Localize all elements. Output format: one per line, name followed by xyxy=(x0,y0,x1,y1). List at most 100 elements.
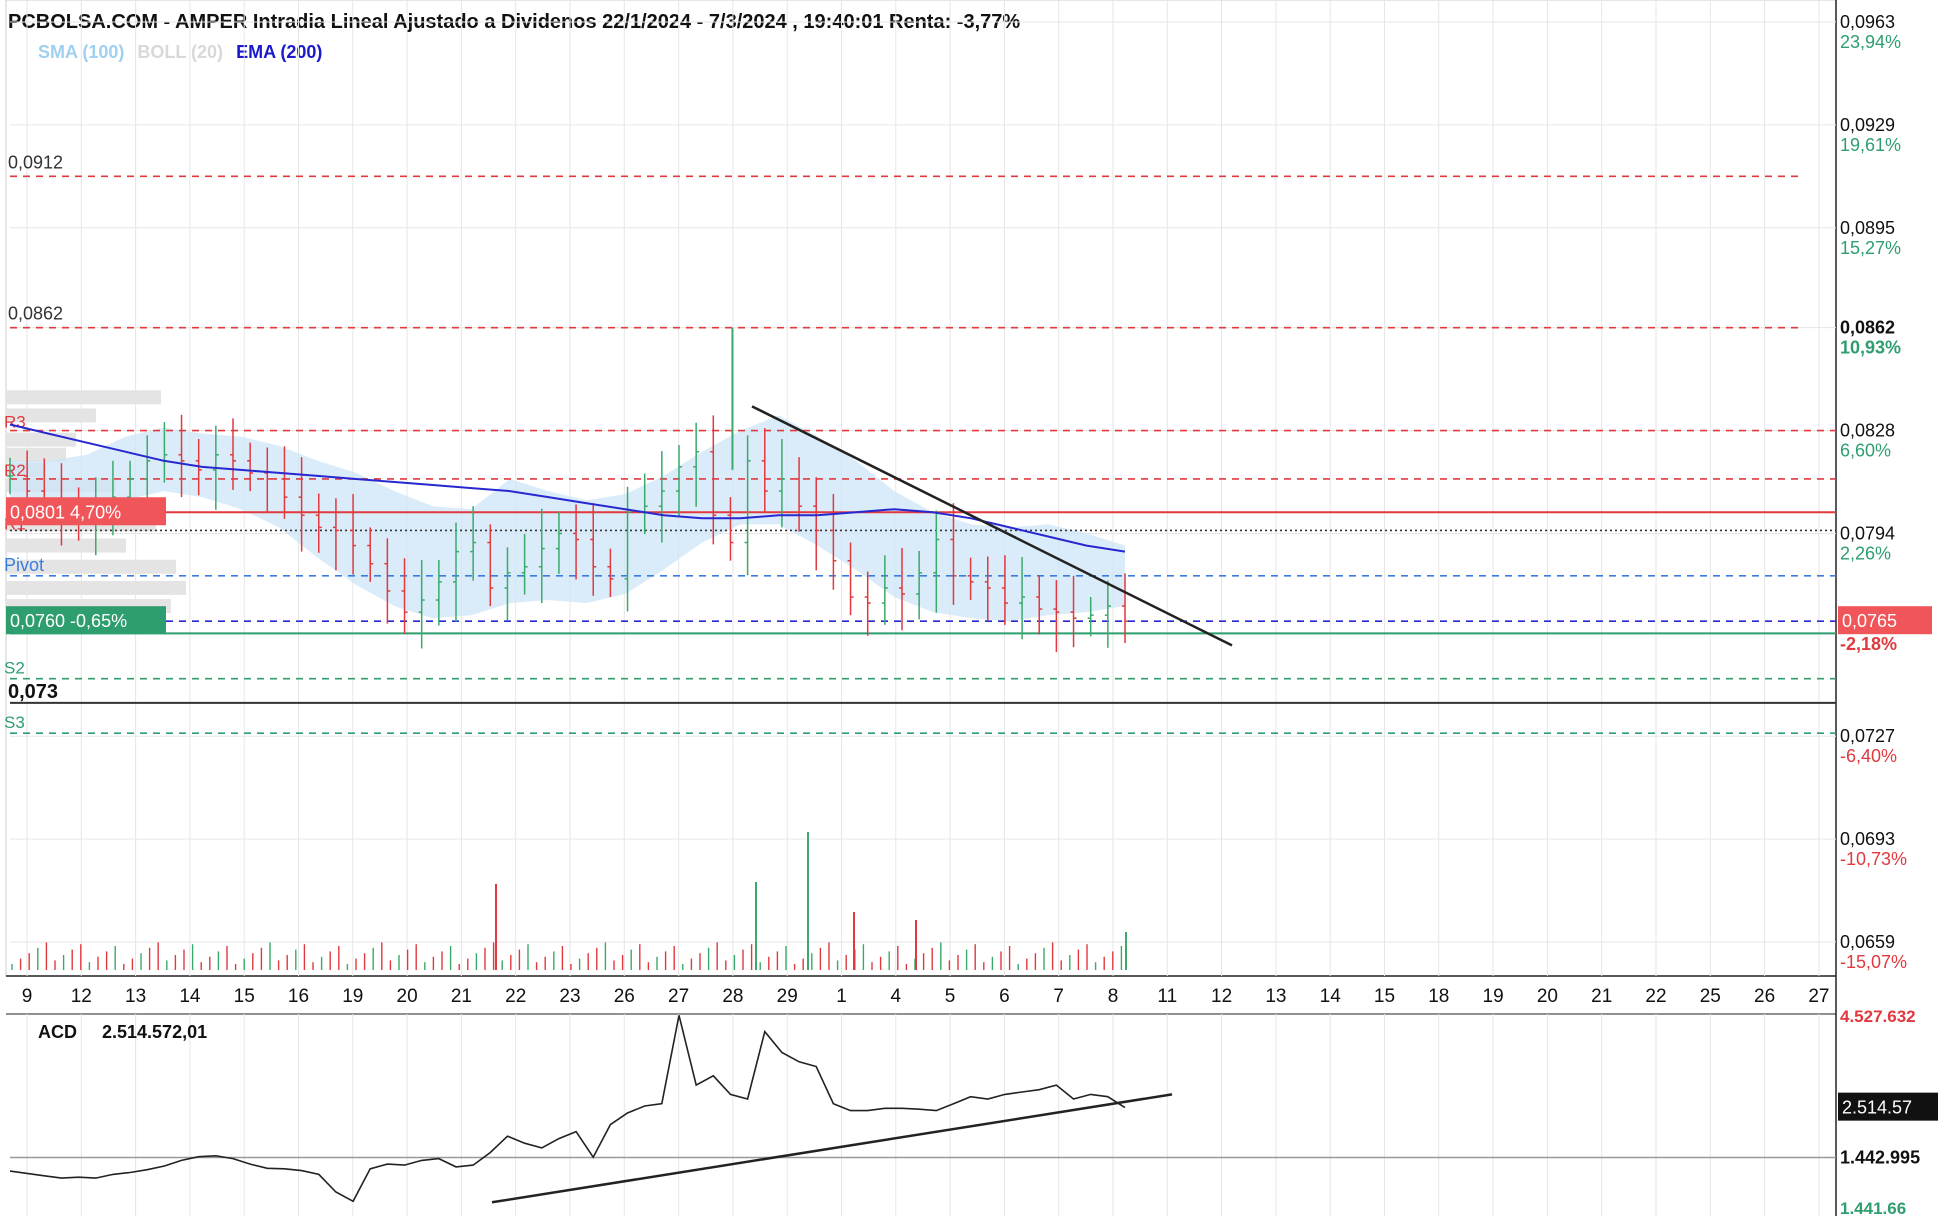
date-tick-label: 21 xyxy=(1591,986,1612,1007)
date-tick-label: 5 xyxy=(945,986,956,1007)
date-tick-label: 20 xyxy=(397,986,418,1007)
price-axis-label: 0,0895 xyxy=(1840,218,1895,238)
date-axis-labels: 9 12 13 14 15 16 19 20 21 22 23 26 27 28 29 1 4 5 6 7 8 11 12 1… xyxy=(22,986,1830,1007)
current-pct-label: -2,18% xyxy=(1840,634,1897,654)
support-tag-text: 0,0760 -0,65% xyxy=(10,611,127,631)
price-axis-label: 0,0794 xyxy=(1840,523,1895,543)
date-tick-label: 26 xyxy=(1754,986,1775,1007)
legend-ema[interactable]: EMA (200) xyxy=(236,42,322,62)
bollinger-band xyxy=(10,415,1125,622)
date-tick-label: 9 xyxy=(22,986,33,1007)
volume-profile-bar xyxy=(6,447,66,462)
date-tick-label: 25 xyxy=(1700,986,1721,1007)
level-label-073: 0,073 xyxy=(8,681,58,703)
volume-profile-bar xyxy=(6,538,126,553)
date-tick-label: 14 xyxy=(1320,986,1342,1007)
date-tick-label: 6 xyxy=(999,986,1010,1007)
price-trendline[interactable] xyxy=(751,405,1233,647)
resistance-tag-box xyxy=(6,497,166,526)
date-tick-label: 21 xyxy=(451,986,472,1007)
pct-axis-label: 6,60% xyxy=(1840,441,1891,461)
date-tick-label: 14 xyxy=(179,986,201,1007)
acd-axis-top: 4.527.632 xyxy=(1840,1007,1916,1026)
date-tick-label: 4 xyxy=(891,986,902,1007)
support-tag-box xyxy=(6,606,166,635)
volume-profile-bar xyxy=(6,408,96,423)
pct-axis-label: 23,94% xyxy=(1840,32,1901,52)
date-tick-label: 12 xyxy=(1211,986,1232,1007)
price-trendline-line xyxy=(751,405,1233,647)
acd-value: 2.514.572,01 xyxy=(102,1022,207,1042)
date-tick-label: 13 xyxy=(125,986,146,1007)
resistance-tag-text: 0,0801 4,70% xyxy=(10,502,121,522)
date-tick-label: 22 xyxy=(1645,986,1666,1007)
date-tick-label: 8 xyxy=(1108,986,1119,1007)
price-axis-label: 0,0828 xyxy=(1840,421,1895,441)
date-tick-label: 16 xyxy=(288,986,309,1007)
ema-line xyxy=(9,423,1126,553)
price-axis-label: 0,0659 xyxy=(1840,932,1895,952)
level-label: 0,0912 xyxy=(8,152,63,172)
date-tick-label: 19 xyxy=(342,986,363,1007)
date-tick-label: 11 xyxy=(1157,986,1177,1007)
acd-current-tag xyxy=(1838,1092,1938,1121)
date-tick-label: 15 xyxy=(1374,986,1395,1007)
pct-axis-label: 19,61% xyxy=(1840,135,1901,155)
date-tick-label: 15 xyxy=(234,986,255,1007)
pct-axis-label: 10,93% xyxy=(1840,338,1901,358)
current-price-tag xyxy=(1838,606,1932,635)
pct-axis-label: -10,73% xyxy=(1840,849,1907,869)
pct-axis-label: 2,26% xyxy=(1840,543,1891,563)
legend-boll[interactable]: BOLL (20) xyxy=(137,42,223,62)
date-tick-label: 19 xyxy=(1483,986,1504,1007)
date-tick-label: 29 xyxy=(777,986,798,1007)
volume-profile-bar xyxy=(6,390,161,405)
volume-bars xyxy=(11,832,1127,970)
pct-axis-label: 15,27% xyxy=(1840,238,1901,258)
date-tick-label: 28 xyxy=(722,986,743,1007)
acd-axis-bottom: 1.441.66 xyxy=(1840,1199,1906,1216)
acd-line xyxy=(9,1015,1126,1203)
level-label-s3: S3 xyxy=(4,713,25,732)
date-tick-label: 1 xyxy=(836,986,847,1007)
level-label: 0,0862 xyxy=(8,304,63,324)
current-price-label: 0,0765 xyxy=(1842,611,1897,631)
date-tick-label: 27 xyxy=(1808,986,1829,1007)
date-tick-label: 20 xyxy=(1537,986,1558,1007)
volume-profile-bar xyxy=(6,432,76,447)
date-tick-label: 12 xyxy=(71,986,92,1007)
price-axis-label: 0,0963 xyxy=(1840,12,1895,32)
price-axis-label: 0,0929 xyxy=(1840,115,1895,135)
volume-profile-bar xyxy=(6,559,176,574)
level-tags: 0,0801 4,70% 0,0760 -0,65% xyxy=(6,497,166,635)
pct-axis-label: -15,07% xyxy=(1840,952,1907,972)
acd-panel: ACD 2.514.572,01 4.527.632 2.514.57 1.442.99… xyxy=(9,1007,1938,1218)
level-label-r2: R2 xyxy=(4,461,26,480)
indicator-legend: SMA (100) BOLL (20) EMA (200) xyxy=(38,42,322,62)
acd-label: ACD xyxy=(38,1022,77,1042)
volume-profile-bar xyxy=(6,580,186,595)
date-tick-label: 13 xyxy=(1265,986,1286,1007)
level-label-r3: R3 xyxy=(4,413,26,432)
pct-axis-label: -6,40% xyxy=(1840,746,1897,766)
date-tick-label: 27 xyxy=(668,986,689,1007)
price-axis-label: 0,0693 xyxy=(1840,829,1895,849)
date-tick-label: 23 xyxy=(559,986,580,1007)
acd-axis-mid: 1.442.995 xyxy=(1840,1147,1920,1167)
level-label-pivot: Pivot xyxy=(4,555,44,575)
bollinger-fill xyxy=(10,415,1125,622)
price-axis-label: 0,0862 xyxy=(1840,318,1895,338)
acd-trendline xyxy=(491,1093,1173,1204)
date-tick-label: 26 xyxy=(614,986,635,1007)
date-tick-label: 22 xyxy=(505,986,526,1007)
ema-200-line xyxy=(9,423,1126,553)
date-tick-label: 18 xyxy=(1428,986,1449,1007)
level-label-s2: S2 xyxy=(4,659,25,678)
price-axis-label: 0,0727 xyxy=(1840,726,1895,746)
date-tick-label: 7 xyxy=(1053,986,1064,1007)
acd-axis-current: 2.514.57 xyxy=(1842,1098,1912,1118)
